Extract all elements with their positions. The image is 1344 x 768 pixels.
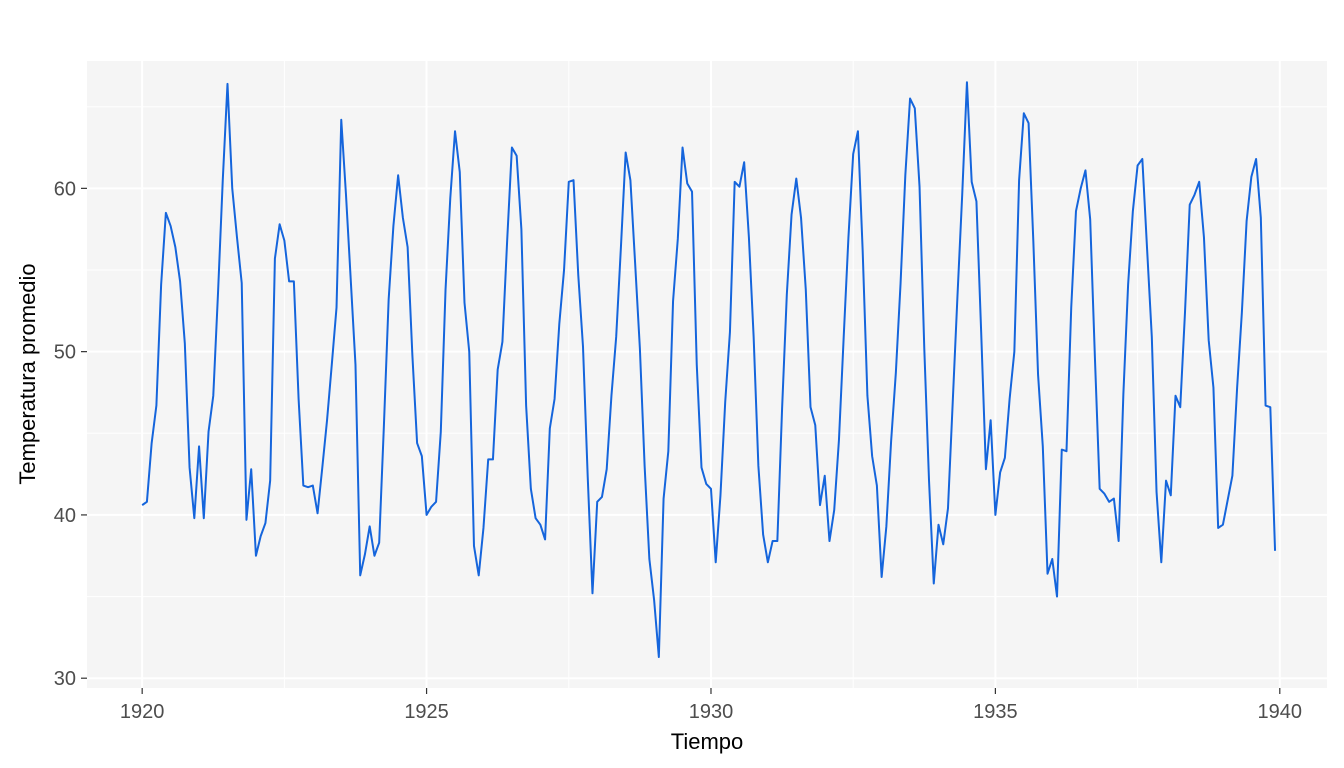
y-tick-label: 30 — [54, 668, 76, 690]
x-tick-label: 1920 — [120, 701, 165, 723]
temperature-series-line — [141, 81, 1277, 658]
x-tick-label: 1925 — [404, 701, 449, 723]
x-axis-title: Tiempo — [671, 729, 744, 754]
x-axis: 1920 1925 1930 1935 1940 — [120, 688, 1302, 723]
major-gridlines — [87, 61, 1327, 688]
x-tick-label: 1935 — [973, 701, 1018, 723]
y-axis: 30 40 50 60 — [54, 178, 87, 690]
plot-panel — [87, 61, 1327, 688]
y-tick-label: 50 — [54, 342, 76, 364]
y-axis-title: Temperatura promedio — [15, 263, 40, 484]
x-tick-label: 1940 — [1258, 701, 1303, 723]
y-tick-label: 60 — [54, 178, 76, 200]
x-tick-label: 1930 — [689, 701, 734, 723]
y-tick-label: 40 — [54, 505, 76, 527]
